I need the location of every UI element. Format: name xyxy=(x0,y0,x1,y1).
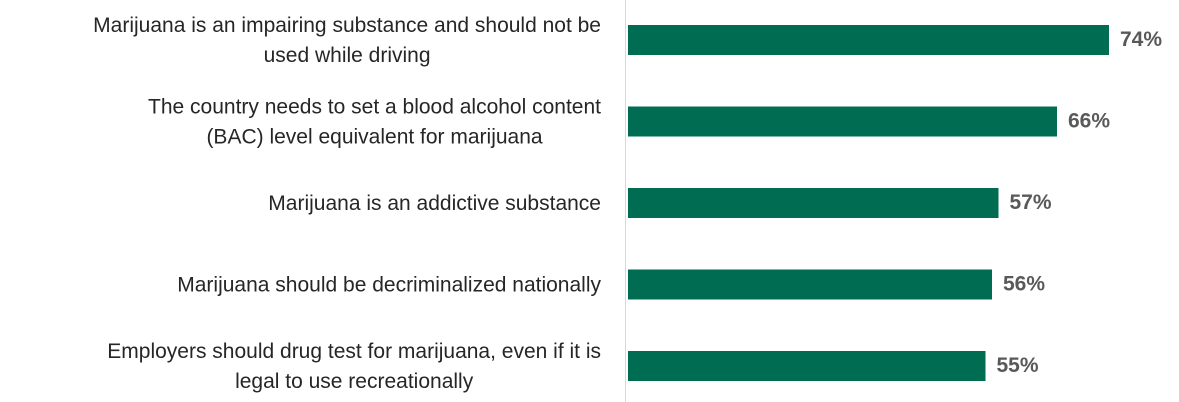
category-label: Employers should drug test for marijuana… xyxy=(107,340,601,363)
category-label: Marijuana is an impairing substance and … xyxy=(93,14,601,37)
value-label: 74% xyxy=(1120,28,1162,51)
category-label: Marijuana is an addictive substance xyxy=(268,192,601,215)
bar xyxy=(628,106,1057,137)
value-label: 56% xyxy=(1003,273,1045,296)
category-label: Marijuana should be decriminalized natio… xyxy=(177,274,601,297)
bar xyxy=(628,351,986,381)
category-label: legal to use recreationally xyxy=(235,370,474,393)
value-label: 55% xyxy=(997,354,1039,377)
category-label: (BAC) level equivalent for marijuana xyxy=(206,126,542,149)
bar xyxy=(628,25,1109,55)
category-label: The country needs to set a blood alcohol… xyxy=(148,96,601,119)
value-label: 57% xyxy=(1010,191,1052,214)
category-labels: Marijuana is an impairing substance and … xyxy=(93,14,601,393)
category-label: used while driving xyxy=(264,44,431,67)
value-label: 66% xyxy=(1068,110,1110,133)
value-labels: 74% 66% 57% 56% 55% xyxy=(997,28,1163,377)
bar xyxy=(628,188,999,218)
bar xyxy=(628,269,992,300)
bars xyxy=(628,25,1109,381)
